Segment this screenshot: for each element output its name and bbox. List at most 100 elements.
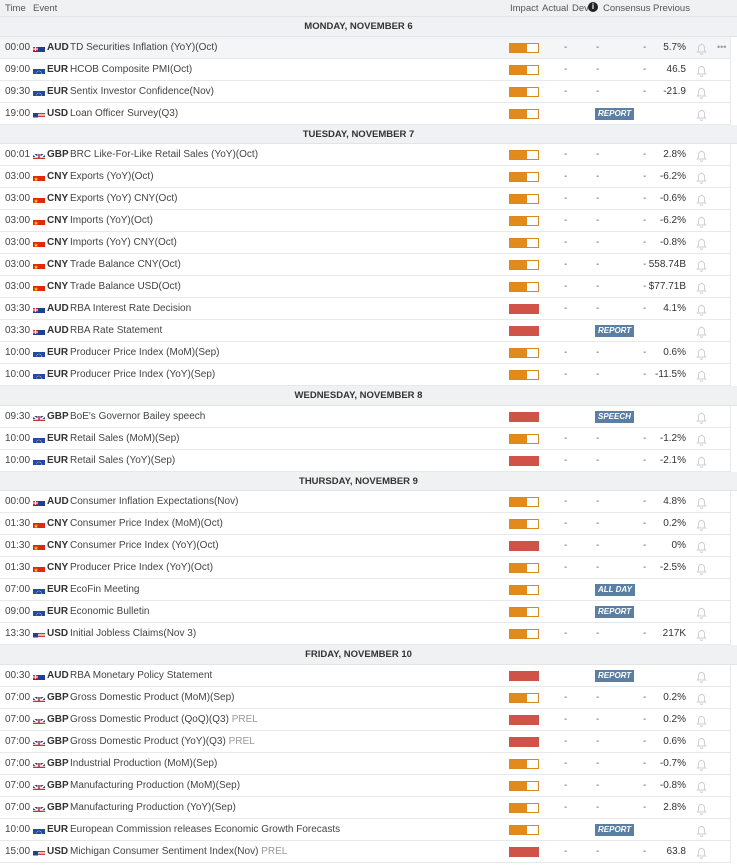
event-row[interactable]: 00:30 AUD RBA Monetary Policy Statement REP… (0, 664, 731, 687)
event-name[interactable]: Retail Sales (MoM)(Sep) (70, 428, 179, 449)
event-row[interactable]: 10:00 EUR European Commission releases Eco… (0, 818, 731, 841)
event-name[interactable]: Initial Jobless Claims(Nov 3) (70, 623, 196, 644)
bell-icon[interactable] (696, 758, 707, 771)
event-row[interactable]: 09:00 EUR HCOB Composite PMI(Oct) - - - 46.5 (0, 58, 731, 81)
event-row[interactable]: 07:00 EUR EcoFin Meeting ALL DAY (0, 579, 731, 601)
bell-icon[interactable] (696, 42, 707, 55)
event-name[interactable]: Manufacturing Production (MoM)(Sep) (70, 775, 240, 796)
event-name[interactable]: Producer Price Index (MoM)(Sep) (70, 342, 220, 363)
bell-icon[interactable] (696, 325, 707, 338)
event-row[interactable]: 03:00 CNY Trade Balance USD(Oct) - - - $77.71B (0, 276, 731, 298)
bell-icon[interactable] (696, 64, 707, 77)
event-name[interactable]: HCOB Composite PMI(Oct) (70, 59, 192, 80)
event-row[interactable]: 10:00 EUR Producer Price Index (YoY)(Sep) -… (0, 364, 731, 386)
event-row[interactable]: 03:00 CNY Trade Balance CNY(Oct) - - -558.74B (0, 254, 731, 276)
event-row[interactable]: 03:00 CNY Exports (YoY) CNY(Oct) - - - -0.6% (0, 188, 731, 210)
bell-icon[interactable] (696, 303, 707, 316)
bell-icon[interactable] (696, 540, 707, 553)
bell-icon[interactable] (696, 86, 707, 99)
event-name[interactable]: Producer Price Index (YoY)(Oct) (70, 557, 213, 578)
bell-icon[interactable] (696, 562, 707, 575)
bell-icon[interactable] (696, 714, 707, 727)
event-row[interactable]: 10:00 EUR Producer Price Index (MoM)(Sep) -… (0, 342, 731, 364)
bell-icon[interactable] (696, 411, 707, 424)
bell-icon[interactable] (696, 518, 707, 531)
event-row[interactable]: 07:00 GBP Gross Domestic Product (MoM)(Sep… (0, 686, 731, 709)
bell-icon[interactable] (696, 846, 707, 859)
event-name[interactable]: Gross Domestic Product (YoY)(Q3) PREL (70, 731, 255, 752)
event-name[interactable]: Exports (YoY)(Oct) (70, 166, 154, 187)
event-name[interactable]: Manufacturing Production (YoY)(Sep) (70, 797, 236, 818)
event-row[interactable]: 10:00 EUR Retail Sales (MoM)(Sep) - - - -1.2% (0, 427, 731, 450)
bell-icon[interactable] (696, 670, 707, 683)
bell-icon[interactable] (696, 237, 707, 250)
bell-icon[interactable] (696, 259, 707, 272)
event-name[interactable]: Gross Domestic Product (QoQ)(Q3) PREL (70, 709, 258, 730)
bell-icon[interactable] (696, 824, 707, 837)
bell-icon[interactable] (696, 281, 707, 294)
event-name[interactable]: Consumer Price Index (YoY)(Oct) (70, 535, 219, 556)
event-row[interactable]: 00:00 AUD Consumer Inflation Expectations(… (0, 491, 731, 513)
bell-icon[interactable] (696, 171, 707, 184)
event-row[interactable]: 01:30 CNY Consumer Price Index (MoM)(Oct) -… (0, 513, 731, 535)
bell-icon[interactable] (696, 455, 707, 468)
event-name[interactable]: Michigan Consumer Sentiment Index(Nov) P… (70, 841, 287, 862)
event-row[interactable]: 09:00 EUR Economic Bulletin REPORT (0, 601, 731, 623)
event-name[interactable]: BoE's Governor Bailey speech (70, 406, 205, 427)
event-name[interactable]: RBA Interest Rate Decision (70, 298, 191, 319)
event-name[interactable]: Retail Sales (YoY)(Sep) (70, 450, 175, 471)
event-row[interactable]: 07:00 GBP Gross Domestic Product (YoY)(Q3)… (0, 730, 731, 753)
event-name[interactable]: Consumer Price Index (MoM)(Oct) (70, 513, 223, 534)
bell-icon[interactable] (696, 802, 707, 815)
event-name[interactable]: EcoFin Meeting (70, 579, 139, 600)
event-name[interactable]: RBA Monetary Policy Statement (70, 665, 212, 686)
event-name[interactable]: Sentix Investor Confidence(Nov) (70, 81, 214, 102)
event-row[interactable]: 10:00 EUR Retail Sales (YoY)(Sep) - - - -2.1% (0, 449, 731, 472)
bell-icon[interactable] (696, 215, 707, 228)
event-name[interactable]: Imports (YoY)(Oct) (70, 210, 153, 231)
bell-icon[interactable] (696, 628, 707, 641)
event-row[interactable]: 19:00 USD Loan Officer Survey(Q3) REPORT (0, 102, 731, 125)
event-name[interactable]: Industrial Production (MoM)(Sep) (70, 753, 217, 774)
event-row[interactable]: 07:00 GBP Gross Domestic Product (QoQ)(Q3)… (0, 708, 731, 731)
event-name[interactable]: European Commission releases Economic Gr… (70, 819, 340, 840)
event-row[interactable]: 03:00 CNY Exports (YoY)(Oct) - - - -6.2% (0, 166, 731, 188)
event-row[interactable]: 07:00 GBP Manufacturing Production (MoM)(S… (0, 774, 731, 797)
event-name[interactable]: BRC Like-For-Like Retail Sales (YoY)(Oct… (70, 144, 258, 165)
event-row[interactable]: 07:00 GBP Industrial Production (MoM)(Sep)… (0, 752, 731, 775)
event-row[interactable]: 09:30 GBP BoE's Governor Bailey speech SPEE… (0, 405, 731, 428)
event-row[interactable]: 00:00 AUD TD Securities Inflation (YoY)(Oc… (0, 36, 731, 59)
event-name[interactable]: Economic Bulletin (70, 601, 149, 622)
event-row[interactable]: 13:30 USD Initial Jobless Claims(Nov 3) - - -… (0, 623, 731, 645)
bell-icon[interactable] (696, 606, 707, 619)
event-row[interactable]: 01:30 CNY Consumer Price Index (YoY)(Oct) -… (0, 535, 731, 557)
event-name[interactable]: Exports (YoY) CNY(Oct) (70, 188, 177, 209)
event-row[interactable]: 15:00 USD Michigan Consumer Sentiment Inde… (0, 840, 731, 863)
bell-icon[interactable] (696, 347, 707, 360)
event-name[interactable]: RBA Rate Statement (70, 320, 162, 341)
event-row[interactable]: 03:30 AUD RBA Interest Rate Decision - - - 4.1… (0, 298, 731, 320)
bell-icon[interactable] (696, 193, 707, 206)
event-name[interactable]: Producer Price Index (YoY)(Sep) (70, 364, 215, 385)
info-icon[interactable]: i (588, 2, 598, 12)
event-name[interactable]: Imports (YoY) CNY(Oct) (70, 232, 177, 253)
bell-icon[interactable] (696, 736, 707, 749)
event-row[interactable]: 01:30 CNY Producer Price Index (YoY)(Oct) -… (0, 557, 731, 579)
event-name[interactable]: TD Securities Inflation (YoY)(Oct) (70, 37, 217, 58)
more-options-icon[interactable]: ••• (717, 41, 727, 52)
event-name[interactable]: Trade Balance USD(Oct) (70, 276, 181, 297)
bell-icon[interactable] (696, 433, 707, 446)
bell-icon[interactable] (696, 369, 707, 382)
event-row[interactable]: 03:00 CNY Imports (YoY)(Oct) - - - -6.2% (0, 210, 731, 232)
bell-icon[interactable] (696, 108, 707, 121)
event-row[interactable]: 09:30 EUR Sentix Investor Confidence(Nov) -… (0, 80, 731, 103)
event-row[interactable]: 03:30 AUD RBA Rate Statement REPORT (0, 320, 731, 342)
event-name[interactable]: Loan Officer Survey(Q3) (70, 103, 178, 124)
bell-icon[interactable] (696, 149, 707, 162)
event-row[interactable]: 03:00 CNY Imports (YoY) CNY(Oct) - - - -0.8% (0, 232, 731, 254)
bell-icon[interactable] (696, 692, 707, 705)
bell-icon[interactable] (696, 496, 707, 509)
event-row[interactable]: 00:01 GBP BRC Like-For-Like Retail Sales (… (0, 144, 731, 166)
event-name[interactable]: Trade Balance CNY(Oct) (70, 254, 181, 275)
event-name[interactable]: Consumer Inflation Expectations(Nov) (70, 491, 238, 512)
